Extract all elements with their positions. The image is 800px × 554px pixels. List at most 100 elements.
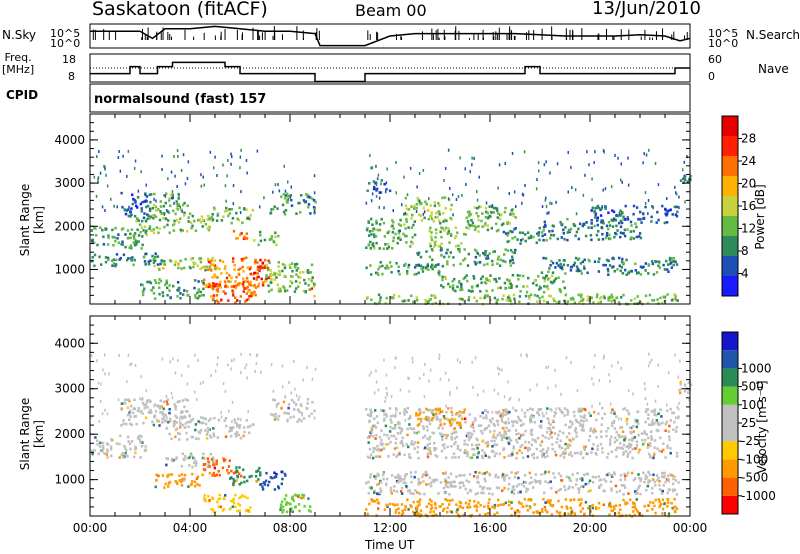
power-cell [486, 211, 489, 215]
power-cell [672, 257, 676, 260]
velocity-cell [490, 439, 493, 443]
velocity-sparse-cell [240, 371, 242, 375]
velocity-cell [365, 508, 368, 511]
power-cell [120, 191, 123, 195]
power-cell [449, 208, 452, 211]
velocity-cell [510, 514, 513, 517]
velocity-cell [178, 432, 181, 436]
velocity-cell [653, 446, 656, 449]
power-sparse-cell [179, 205, 182, 209]
power-cell [211, 276, 214, 279]
velocity-cell [553, 476, 556, 479]
velocity-cell [123, 398, 127, 402]
power-cell [441, 275, 444, 279]
velocity-cell [231, 499, 234, 503]
power-cell [295, 212, 298, 215]
velocity-cell [365, 408, 368, 411]
power-cell [133, 198, 136, 202]
power-cell [443, 229, 446, 232]
power-cell [556, 237, 559, 241]
velocity-sparse-cell [666, 403, 668, 407]
power-cell [432, 220, 435, 223]
velocity-cell [369, 414, 373, 418]
velocity-cell [673, 475, 676, 478]
power-cell [446, 262, 449, 266]
velocity-cell [395, 490, 398, 493]
velocity-cell [90, 449, 94, 453]
velocity-cell [290, 497, 294, 500]
power-cell [223, 267, 227, 271]
velocity-cell [659, 436, 662, 440]
velocity-cell [615, 455, 618, 458]
velocity-cell [496, 420, 500, 423]
power-cell [441, 196, 444, 200]
velocity-cell [203, 494, 206, 497]
velocity-cell [666, 497, 669, 501]
power-cell [197, 288, 200, 291]
power-cell [114, 239, 117, 243]
power-cell [261, 284, 265, 287]
power-cell [135, 242, 138, 246]
velocity-sparse-cell [644, 387, 646, 391]
power-cell [249, 272, 252, 276]
power-cell [544, 257, 548, 260]
power-cell [254, 286, 258, 289]
velocity-sparse-cell [178, 400, 180, 403]
velocity-cell [675, 426, 678, 429]
power-cell [227, 299, 230, 302]
velocity-sparse-cell [632, 392, 634, 396]
nsky-tick-top: 10^5 [50, 27, 81, 40]
velocity-cell [651, 492, 654, 495]
velocity-cell [414, 489, 417, 492]
velocity-cell [212, 463, 215, 467]
power-cell [630, 224, 633, 227]
velocity-cell [520, 482, 523, 486]
velocity-cell [426, 452, 429, 456]
velocity-cell [429, 484, 433, 488]
velocity-cell [661, 489, 664, 493]
velocity-cell [446, 499, 449, 502]
power-cell [141, 219, 144, 223]
velocity-cell [531, 453, 534, 457]
power-cell [221, 260, 225, 264]
velocity-sparse-cell [99, 399, 102, 403]
velocity-cell [480, 430, 483, 433]
power-cell [434, 236, 437, 239]
velocity-cell [257, 478, 260, 481]
velocity-cell [377, 447, 380, 451]
velocity-cell [191, 435, 194, 439]
power-cell [116, 237, 119, 240]
velocity-sparse-cell [156, 418, 158, 422]
velocity-cell [403, 453, 406, 457]
velocity-cell [141, 401, 145, 405]
power-cell [209, 268, 212, 271]
power-cell [597, 230, 600, 233]
velocity-cell [587, 482, 590, 485]
velocity-cell [374, 409, 377, 412]
velocity-cell [165, 457, 168, 460]
velocity-cell [410, 480, 413, 484]
velocity-cell [425, 425, 429, 428]
velocity-cell [394, 475, 397, 479]
velocity-cell [168, 411, 171, 415]
velocity-cell [425, 415, 428, 419]
velocity-cell [493, 454, 496, 458]
velocity-cell [208, 461, 211, 465]
power-cell [96, 243, 99, 247]
power-cell [166, 223, 169, 227]
power-colorbar-label: 20 [741, 177, 756, 191]
power-cell [183, 201, 186, 205]
power-cell [607, 296, 610, 300]
velocity-cell [448, 481, 451, 484]
velocity-cell [175, 416, 178, 419]
power-cell [647, 272, 650, 275]
power-cell [241, 221, 244, 225]
velocity-cell [443, 446, 446, 450]
power-cell [617, 301, 621, 304]
velocity-cell [191, 472, 194, 476]
velocity-cell [529, 498, 533, 501]
velocity-cell [454, 485, 457, 488]
power-sparse-cell [602, 149, 605, 153]
velocity-cell [277, 402, 280, 405]
power-cell [444, 277, 448, 281]
